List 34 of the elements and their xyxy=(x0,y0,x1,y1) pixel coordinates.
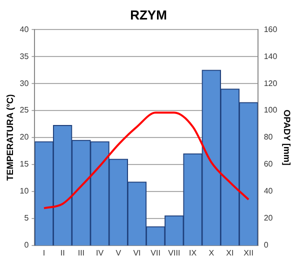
y-tick-label: 25 xyxy=(20,106,30,115)
y-tick-label: 35 xyxy=(20,52,30,61)
y-tick-label: 5 xyxy=(24,214,30,223)
x-tick-label: V xyxy=(116,248,122,258)
x-tick-label: IV xyxy=(96,248,104,258)
y2-tick-label: 120 xyxy=(264,78,278,88)
x-tick-label: IX xyxy=(188,248,198,258)
y2-tick-label: 60 xyxy=(264,160,274,169)
y-axis-title: TEMPERATURA (°C) xyxy=(4,94,15,181)
y2-tick-label: 80 xyxy=(264,132,274,142)
x-tick-label: II xyxy=(60,248,65,258)
x-tick-label: VII xyxy=(150,248,160,258)
y2-tick-label: 0 xyxy=(264,240,269,250)
y-tick-label: 15 xyxy=(20,160,30,169)
x-tick-label: X xyxy=(208,248,215,258)
y-tick-label: 40 xyxy=(20,24,30,34)
y-tick-label: 30 xyxy=(20,78,30,88)
chart-title: RZYM xyxy=(130,7,167,22)
x-tick-label: VI xyxy=(133,248,141,258)
x-tick-label: I xyxy=(42,248,46,258)
y2-axis-title: OPADY [mm] xyxy=(282,110,292,166)
y2-tick-label: 40 xyxy=(264,186,274,196)
x-tick-label: XI xyxy=(226,248,234,258)
y-tick-label: 20 xyxy=(20,132,30,142)
line-series xyxy=(42,112,250,210)
x-tick-label: III xyxy=(78,248,85,258)
y2-tick-label: 100 xyxy=(264,106,278,115)
y2-tick-label: 160 xyxy=(264,24,278,34)
x-tick-label: VIII xyxy=(168,248,180,258)
y2-tick-label: 140 xyxy=(264,52,278,61)
y2-tick-label: 20 xyxy=(264,214,274,223)
y-tick-label: 10 xyxy=(20,186,30,196)
x-tick-label: XII xyxy=(244,248,254,258)
y-tick-label: 0 xyxy=(24,240,30,250)
